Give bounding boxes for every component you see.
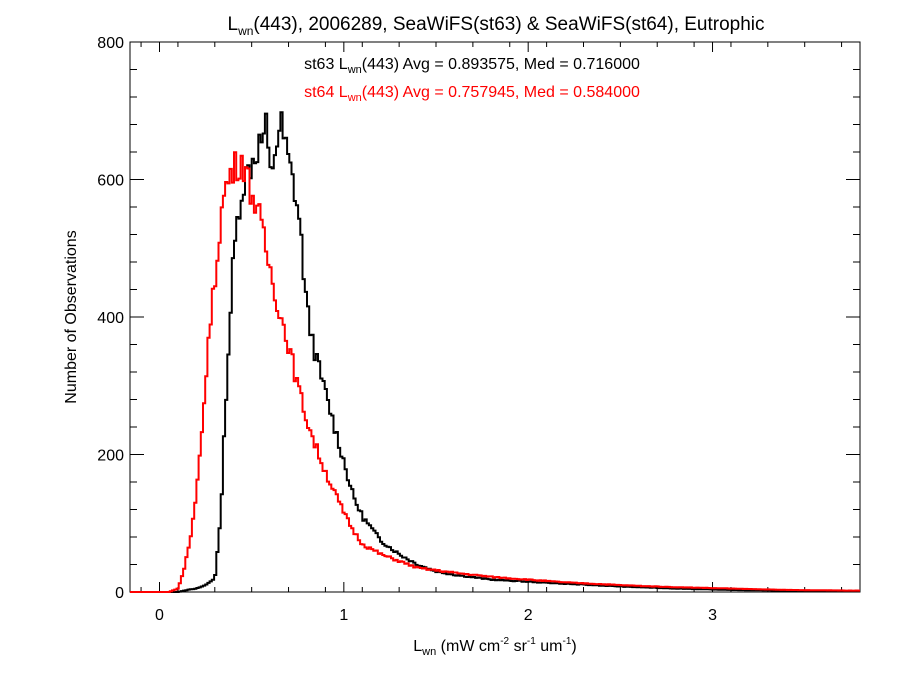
x-tick-label: 0 bbox=[155, 607, 164, 624]
series-line-st63 bbox=[130, 111, 860, 593]
x-tick-label: 2 bbox=[524, 607, 533, 624]
y-axis-label: Number of Observations bbox=[63, 230, 80, 403]
y-tick-label: 800 bbox=[97, 35, 124, 52]
plot-frame bbox=[129, 41, 861, 593]
x-tick-label: 3 bbox=[708, 607, 717, 624]
x-tick-label: 1 bbox=[339, 607, 348, 624]
legend-entry-st64: st64 Lwn(443) Avg = 0.757945, Med = 0.58… bbox=[304, 84, 640, 104]
y-axis-ticks: 0 200 400 600 800 bbox=[97, 35, 860, 602]
y-tick-label: 200 bbox=[97, 448, 124, 465]
series-line-st64 bbox=[130, 151, 860, 593]
y-tick-label: 400 bbox=[97, 310, 124, 327]
y-tick-label: 0 bbox=[115, 585, 124, 602]
chart-title: Lwn(443), 2006289, SeaWiFS(st63) & SeaWi… bbox=[227, 14, 764, 38]
x-axis-ticks: 0 1 2 3 bbox=[140, 42, 843, 624]
x-axis-label: Lwn (mW cm-2 sr-1 um-1) bbox=[413, 636, 576, 658]
series-layer bbox=[130, 111, 860, 593]
y-tick-label: 600 bbox=[97, 173, 124, 190]
legend-entry-st63: st63 Lwn(443) Avg = 0.893575, Med = 0.71… bbox=[304, 56, 640, 76]
